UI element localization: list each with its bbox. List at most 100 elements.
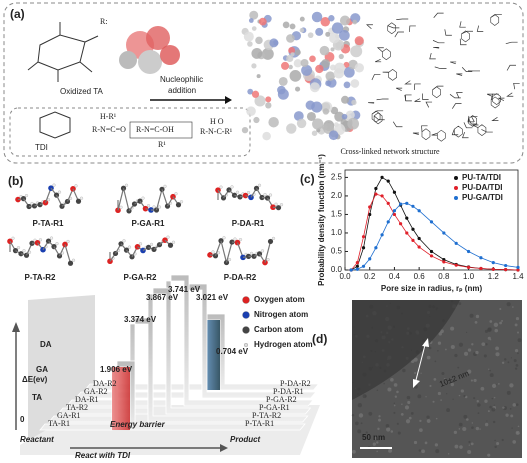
reactant: Reactant: [20, 435, 54, 444]
energy-labels: 1.906 eV 3.374 eV 3.867 eV 3.741 eV 3.02…: [100, 285, 249, 374]
bond: [455, 92, 463, 99]
ring: [387, 22, 397, 35]
atom: [230, 185, 234, 189]
grain: [498, 382, 500, 385]
grain: [433, 378, 437, 381]
atom: [247, 88, 254, 95]
atom: [341, 95, 350, 104]
bond: [461, 30, 473, 35]
point: [504, 268, 508, 272]
y-tick-label: 1.0: [331, 228, 343, 237]
point: [355, 260, 359, 265]
grain: [373, 435, 379, 440]
axis-zero: 0: [20, 415, 25, 424]
series-line: [351, 202, 519, 271]
grain: [470, 379, 473, 382]
grain: [490, 339, 492, 341]
y-tick-label: 2.0: [331, 191, 343, 200]
point: [361, 235, 366, 239]
panel-label: (a): [10, 7, 25, 21]
grain: [515, 316, 520, 321]
grain: [378, 415, 381, 418]
point: [405, 216, 409, 220]
atom: [245, 253, 252, 259]
bond: [220, 240, 228, 263]
legend-dot: [242, 326, 250, 334]
atom: [222, 236, 226, 240]
grain: [493, 322, 499, 328]
grain: [507, 361, 510, 364]
atom: [275, 205, 282, 211]
bond: [506, 92, 514, 97]
ring: [490, 14, 500, 26]
grain: [467, 449, 472, 454]
atom: [307, 32, 314, 39]
grain: [458, 342, 464, 347]
grain: [351, 414, 355, 417]
ring: [373, 112, 383, 125]
grain: [493, 404, 495, 406]
grain: [355, 421, 359, 426]
legend-label: PU-DA/TDI: [462, 183, 502, 192]
grain: [446, 393, 448, 395]
atom: [339, 15, 351, 26]
atom: [296, 118, 307, 129]
bond: [414, 83, 421, 90]
grain: [429, 384, 432, 388]
atom: [278, 77, 288, 86]
panel-label: (c): [300, 172, 315, 186]
x-tick-label: 1.0: [463, 272, 475, 281]
tdi-box: [9, 107, 251, 157]
bond: [459, 38, 467, 46]
grain: [405, 419, 411, 424]
point: [504, 263, 508, 268]
grain: [454, 444, 459, 449]
grain: [487, 336, 491, 340]
legend-marker: [454, 176, 458, 180]
point: [442, 258, 446, 262]
point: [516, 265, 520, 270]
bond: [422, 93, 429, 100]
molecule-label: P-DA-R2: [224, 273, 257, 282]
grain: [418, 449, 421, 452]
atom: [330, 47, 335, 52]
barrier: Energy barrier: [110, 420, 166, 429]
atom: [351, 99, 357, 106]
atom: [175, 202, 182, 208]
grain: [474, 321, 478, 324]
atom: [74, 184, 78, 188]
reactant-label: TA-R1: [48, 419, 70, 428]
bond: [414, 98, 421, 102]
grain: [477, 412, 480, 414]
grain: [516, 331, 520, 334]
grain: [502, 406, 505, 409]
atom: [268, 193, 273, 197]
grain: [426, 419, 431, 423]
grain: [468, 444, 470, 446]
grain: [421, 449, 425, 454]
atom: [263, 192, 267, 197]
grain: [510, 357, 512, 359]
point: [355, 264, 359, 268]
atom: [347, 117, 360, 130]
atom: [152, 205, 156, 209]
atom: [341, 113, 348, 120]
legend-dot: [244, 343, 248, 347]
atom: [329, 32, 340, 44]
atom: [174, 192, 178, 196]
grain: [516, 431, 519, 434]
bond: [452, 103, 462, 109]
ring: [388, 69, 397, 81]
grain: [452, 398, 454, 400]
grain: [473, 378, 477, 383]
grain: [376, 389, 379, 392]
ring: [371, 110, 381, 123]
atom: [309, 55, 316, 63]
atom: [281, 61, 290, 70]
bond: [468, 118, 478, 125]
grain: [390, 378, 394, 382]
x-tick-label: 0.4: [389, 272, 401, 281]
atom: [325, 80, 332, 87]
scheme: R-N=C=O: [92, 125, 126, 134]
atom: [249, 10, 259, 20]
